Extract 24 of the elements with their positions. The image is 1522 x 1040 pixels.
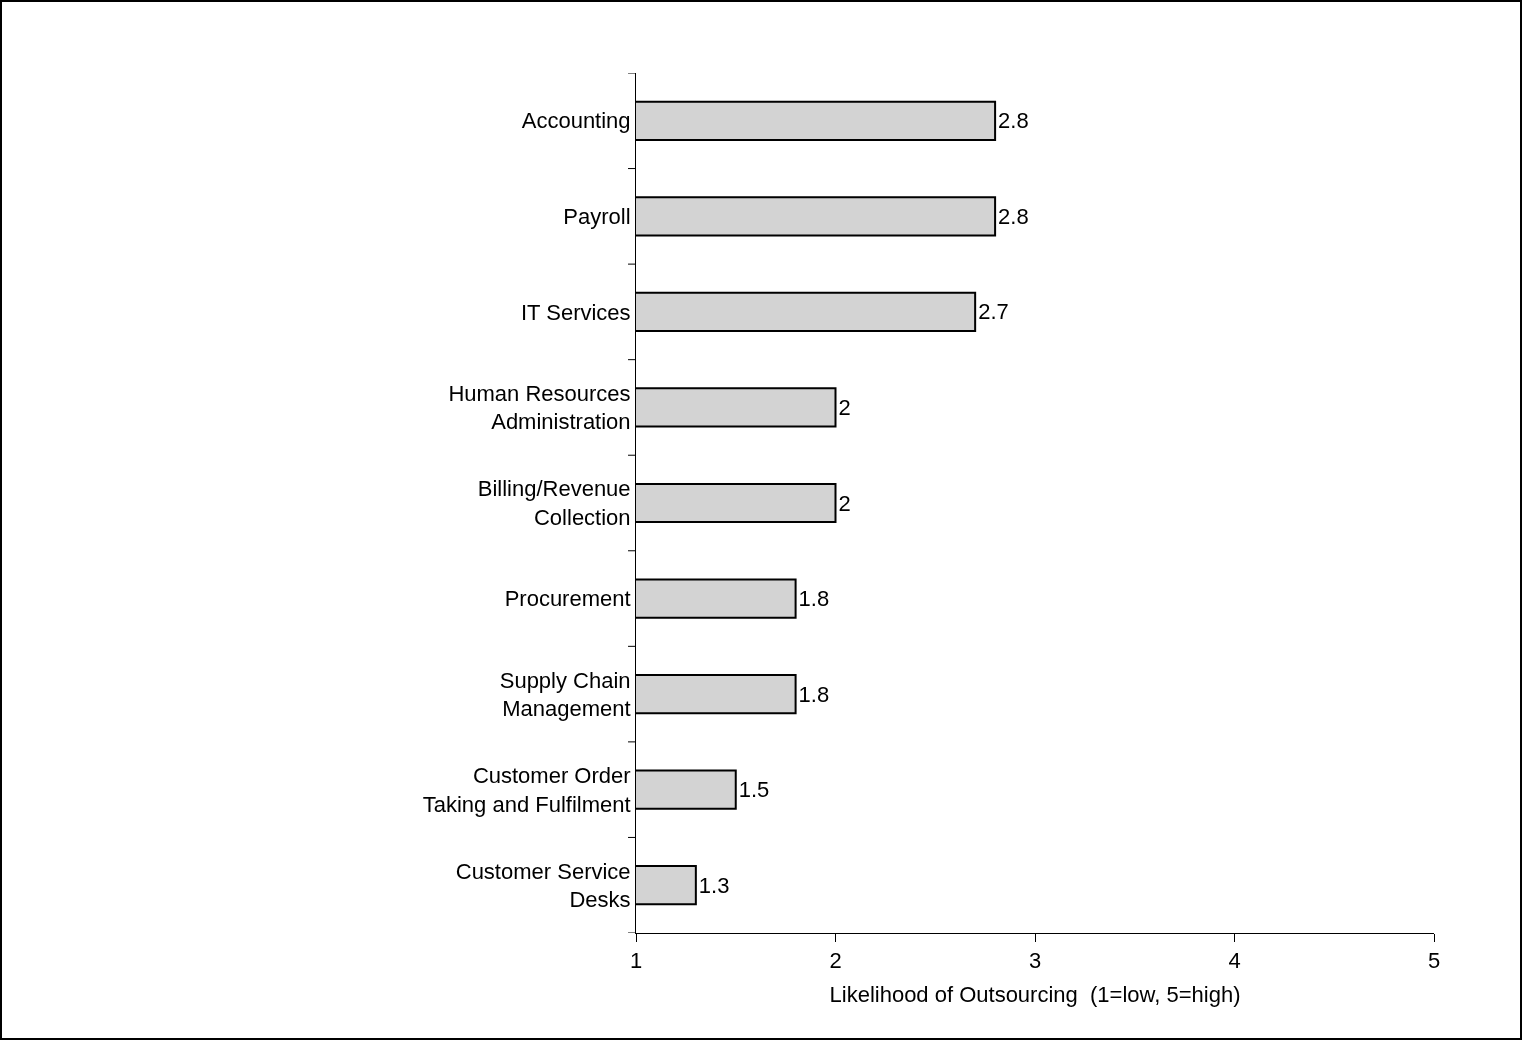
x-axis-title: Likelihood of Outsourcing (1=low, 5=high) [829,982,1241,1008]
y-tick-label: Customer Order Taking and Fulfilment [422,763,631,817]
x-tick-label: 3 [1028,948,1042,974]
y-tick-label: Supply Chain Management [499,667,631,722]
data-label: 2 [838,394,851,420]
y-tick-label: Human Resources Administration [448,380,631,435]
y-tick-label: Procurement [504,586,631,612]
y-tick-label: Billing/Revenue Collection [477,476,631,530]
data-label: 2.8 [998,108,1029,134]
data-label: 1.8 [798,681,830,707]
x-tick-label: 5 [1427,948,1441,974]
x-tick-label: 4 [1228,948,1241,974]
data-label: 2 [838,490,851,516]
y-tick-label: Payroll [563,204,631,230]
data-label: 2.7 [978,299,1009,325]
y-tick-label: Accounting [521,108,631,134]
y-tick-label: Customer Service Desks [455,858,631,913]
data-label: 1.8 [798,586,830,612]
data-label: 1.3 [698,872,730,898]
data-label: 2.8 [998,203,1029,229]
x-tick-label: 2 [829,948,842,974]
x-tick-label: 1 [629,948,643,974]
y-tick-label: IT Services [520,299,631,325]
data-label: 1.5 [738,777,770,803]
